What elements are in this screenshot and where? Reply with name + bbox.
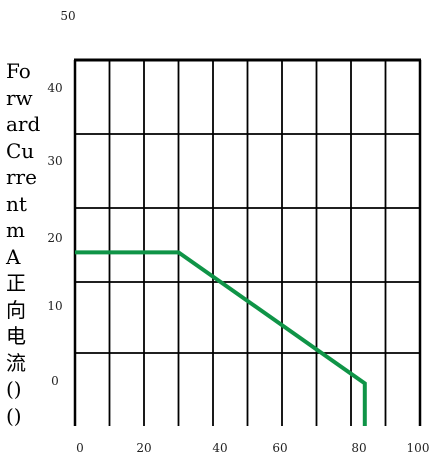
x-tick-labels: 0 20 40 60 80 100 — [76, 441, 429, 455]
y-axis-label-line: 流 — [6, 350, 26, 375]
y-axis-label-line: m — [6, 218, 25, 242]
series-group — [75, 250, 367, 426]
y-axis-label-line: nt — [6, 191, 27, 216]
x-tick-label: 0 — [76, 441, 84, 455]
y-tick-label: 10 — [47, 299, 62, 313]
series-line — [75, 250, 367, 426]
y-tick-labels: 0 10 20 30 40 50 — [47, 9, 75, 388]
y-axis-label-line: () — [6, 377, 22, 401]
y-axis-label-line: () — [6, 403, 22, 428]
x-tick-label: 80 — [351, 441, 366, 455]
x-tick-label: 60 — [272, 441, 287, 455]
y-tick-label: 50 — [60, 9, 75, 23]
y-axis-label-line: A — [6, 244, 21, 269]
y-axis-label-line: 向 — [6, 297, 26, 322]
y-tick-label: 30 — [47, 154, 62, 168]
y-axis-label-line: Cu — [6, 138, 35, 163]
y-axis-label-line: ard — [6, 112, 41, 136]
y-axis-label-line: Fo — [6, 59, 31, 83]
y-axis-label-line: 电 — [6, 324, 26, 348]
y-axis-label-line: rw — [6, 85, 33, 110]
y-axis-label-line: rre — [6, 165, 37, 189]
x-tick-label: 20 — [136, 441, 151, 455]
y-tick-label: 20 — [47, 231, 62, 245]
y-axis-label-line: 正 — [6, 271, 26, 295]
grid — [73, 58, 422, 426]
x-tick-label: 40 — [212, 441, 227, 455]
y-axis-label: Fo rw ard Cu rre nt m A 正向电流()() — [6, 58, 40, 429]
y-tick-label: 40 — [47, 81, 62, 95]
y-tick-label: 0 — [51, 374, 59, 388]
x-tick-label: 100 — [407, 441, 430, 455]
